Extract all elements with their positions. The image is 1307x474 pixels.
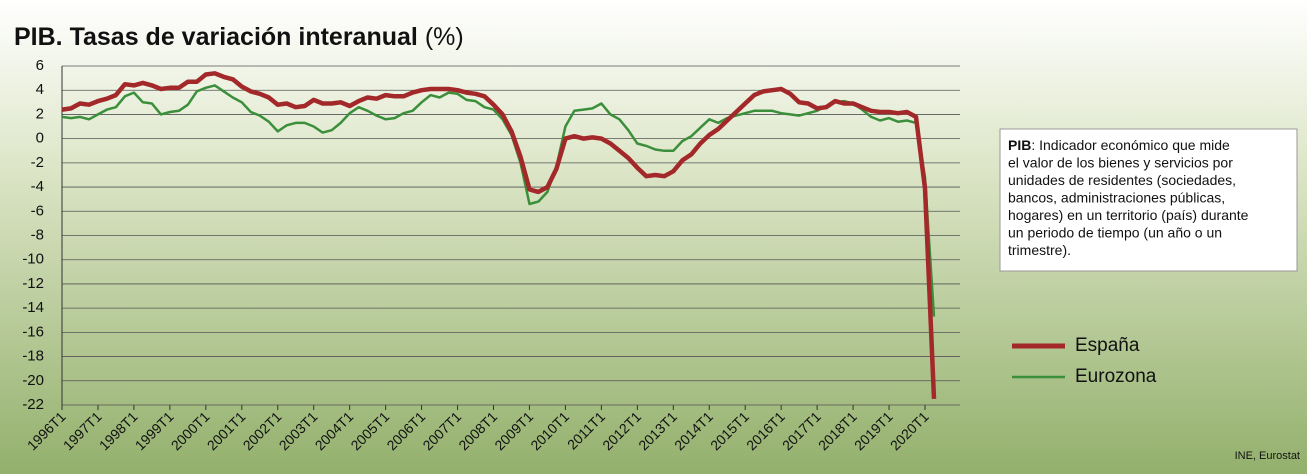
y-tick-label: -20 [22,372,44,389]
y-tick-label: 6 [36,57,44,74]
note-line: hogares) en un territorio (país) durante [1008,207,1249,223]
series-line [61,84,936,317]
note-box [999,128,1298,272]
series-line [61,71,937,399]
y-tick-label: -2 [31,154,44,171]
y-tick-label: -4 [31,178,44,195]
note-line: el valor de los bienes y servicios por [1008,154,1233,170]
note-text: PIB: Indicador económico que mide el valo… [1008,137,1249,258]
title-unit: (%) [425,23,464,51]
y-tick-label: -22 [22,396,44,413]
y-tick-label: -12 [22,275,44,292]
y-tick-label: -10 [22,251,44,268]
note-line: bancos, administraciones públicas, [1008,189,1225,205]
note-line: unidades de residentes (sociedades, [1008,172,1236,188]
source: INE, Eurostat [1235,450,1300,462]
note-term: PIB [1008,137,1031,153]
y-tick-label: -8 [31,226,44,243]
y-tick-label: 2 [36,105,44,122]
y-tick-label: -14 [22,299,44,316]
chart-title: PIB. Tasas de variación interanual (%) [14,23,464,51]
y-tick-label: 4 [36,81,44,98]
title-main: PIB. Tasas de variación interanual [14,23,418,51]
y-tick-label: -6 [31,202,44,219]
y-tick-label: 0 [36,130,44,147]
y-tick-label: -18 [22,348,44,365]
legend-label: Eurozona [1075,366,1157,387]
note-line: trimestre). [1008,242,1071,258]
y-tick-label: -16 [22,323,44,340]
note-line: un periodo de tiempo (un año o un [1008,224,1222,240]
note-line: : Indicador económico que mide [1031,137,1230,153]
legend-label: España [1075,335,1140,356]
